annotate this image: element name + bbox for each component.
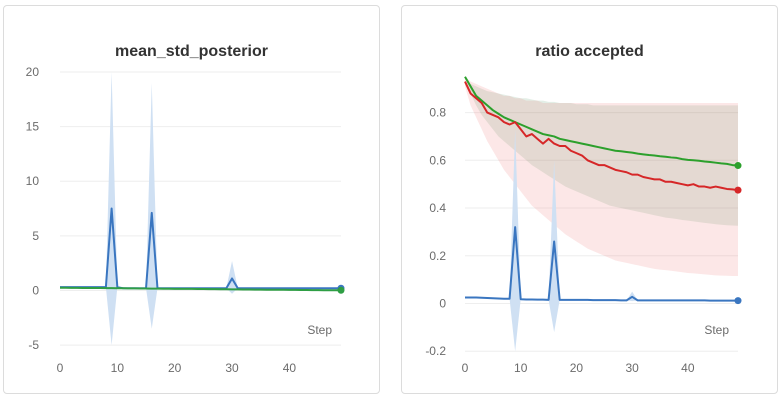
y-tick-label: 20 <box>26 65 40 79</box>
chart-title: mean_std_posterior <box>115 43 268 60</box>
chart-mean-std-posterior[interactable]: 20 15 10 5 0 -5 0 10 20 30 40 Step <box>4 6 381 395</box>
x-tick-label: 30 <box>625 361 639 375</box>
y-tick-label: 10 <box>26 174 40 188</box>
chart-panel-mean-std-posterior: mean_std_posterior 20 15 10 5 0 -5 0 10 20 30 40 St… <box>3 5 380 394</box>
x-tick-label: 20 <box>168 361 182 375</box>
y-tick-label: 0.2 <box>429 249 446 263</box>
x-tick-label: 40 <box>681 361 695 375</box>
series-end-point-2 <box>734 297 742 305</box>
x-tick-label: 0 <box>462 361 469 375</box>
x-axis-label: Step <box>704 323 729 337</box>
series-end-point-0 <box>734 162 742 170</box>
x-tick-label: 40 <box>283 361 297 375</box>
y-tick-label: 15 <box>26 120 40 134</box>
y-tick-label: 0 <box>439 296 446 310</box>
series-band-1 <box>465 76 738 277</box>
series-line-0[interactable] <box>60 207 341 290</box>
x-tick-label: 0 <box>57 361 64 375</box>
series-line-1[interactable] <box>464 81 739 192</box>
x-tick-label: 10 <box>111 361 125 375</box>
y-tick-label: 0.6 <box>429 153 446 167</box>
series-line-2[interactable] <box>465 226 738 302</box>
y-tick-label: -0.2 <box>425 344 446 358</box>
y-tick-label: 0.8 <box>429 106 446 120</box>
x-tick-label: 20 <box>570 361 584 375</box>
series-band-0 <box>465 76 738 226</box>
y-tick-label: 0 <box>32 283 39 297</box>
x-tick-label: 30 <box>225 361 239 375</box>
chart-panel-ratio-accepted: ratio accepted 0.8 0.6 0.4 0.2 0 -0.2 0 10 20 30 4… <box>401 5 778 394</box>
series-end-point-1 <box>734 186 742 194</box>
series-band-0 <box>60 72 341 346</box>
x-tick-label: 10 <box>514 361 528 375</box>
series-line-0[interactable] <box>464 76 739 167</box>
y-tick-label: 0.4 <box>429 201 446 215</box>
chart-ratio-accepted[interactable]: 0.8 0.6 0.4 0.2 0 -0.2 0 10 20 30 40 Step <box>402 6 779 395</box>
y-tick-label: 5 <box>32 229 39 243</box>
series-line-1[interactable] <box>60 286 341 292</box>
x-axis-label: Step <box>307 323 332 337</box>
y-tick-label: -5 <box>28 338 39 352</box>
chart-title: ratio accepted <box>535 43 644 60</box>
series-end-point-1 <box>337 286 345 294</box>
